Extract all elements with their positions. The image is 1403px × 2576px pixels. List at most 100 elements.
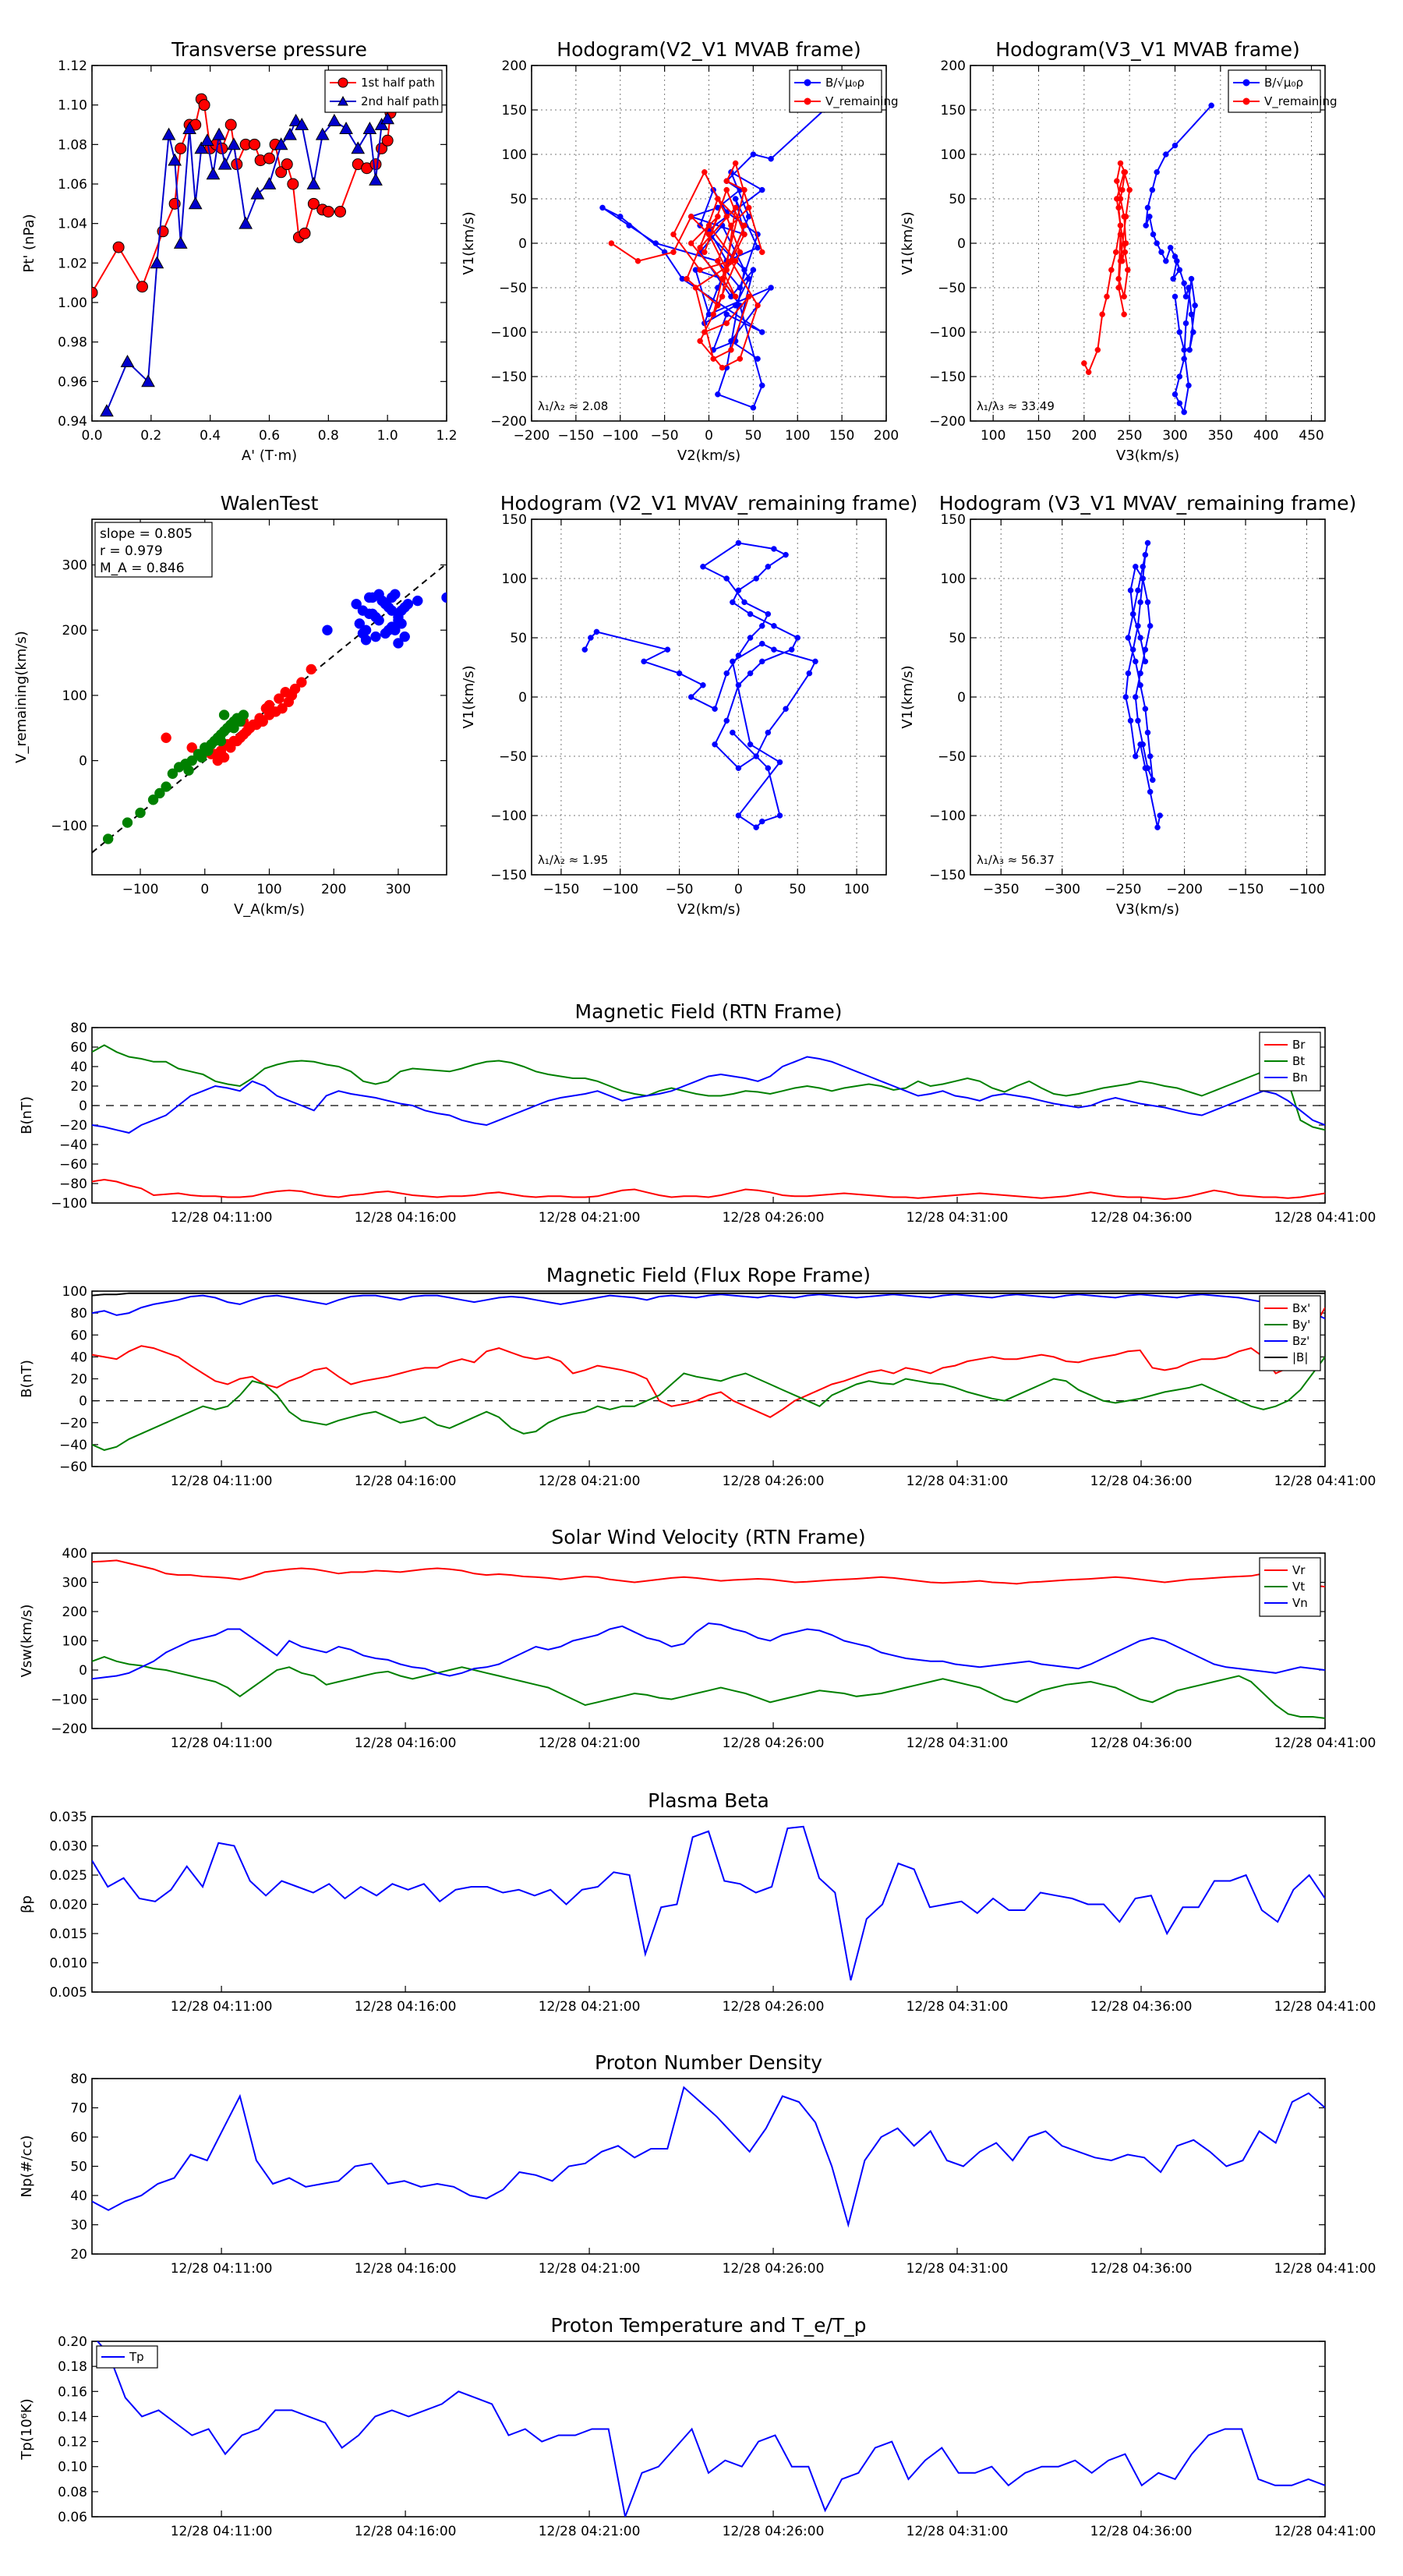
legend-label: Vt (1292, 1580, 1305, 1594)
data-point (212, 127, 226, 140)
data-point (315, 127, 330, 140)
plot-area (92, 2086, 1325, 2228)
data-point (1125, 267, 1131, 273)
y-tick-label: −40 (59, 1138, 87, 1153)
x-tick-label: 1.0 (377, 428, 398, 444)
legend-label: Bx' (1292, 1301, 1310, 1315)
chart-title: Plasma Beta (648, 1789, 769, 1812)
x-tick-label: −150 (543, 882, 580, 897)
data-point (730, 729, 736, 736)
data-point (750, 267, 757, 273)
y-tick-label: 1.10 (58, 98, 87, 114)
annotation-ratio: λ₁/λ₂ ≈ 1.95 (538, 853, 608, 867)
y-tick-label: 50 (70, 2160, 87, 2175)
data-point (280, 686, 291, 698)
y-tick-label: 1.12 (58, 58, 87, 74)
data-point (122, 817, 133, 828)
data-point (168, 153, 182, 166)
data-point (715, 303, 721, 309)
data-point (1140, 575, 1146, 582)
y-tick-label: −150 (929, 370, 966, 385)
plot-area (1081, 102, 1214, 416)
x-tick-label: 1.2 (436, 428, 457, 444)
data-point (759, 640, 765, 647)
legend-label: Bz' (1292, 1334, 1309, 1348)
data-point (745, 293, 752, 300)
data-point (1122, 249, 1129, 256)
data-point (327, 113, 341, 126)
x-tick-label: 450 (1299, 428, 1323, 444)
y-tick-label: −20 (59, 1118, 87, 1134)
data-point (1154, 824, 1161, 830)
y-tick-label: 60 (70, 2130, 87, 2146)
legend-box (1228, 69, 1321, 113)
y-tick-label: 50 (510, 631, 527, 646)
plot-area (92, 563, 447, 854)
data-point (1129, 610, 1136, 617)
data-point (263, 152, 275, 165)
y-tick-label: 100 (62, 1284, 87, 1300)
mag_rtn-panel: Magnetic Field (RTN Frame) −100 −80 −60 −40 −… (19, 1000, 1376, 1226)
x-tick-label: 12/28 04:26:00 (723, 1474, 825, 1489)
y-tick-label: 80 (70, 1021, 87, 1036)
y-tick-label: 150 (941, 512, 966, 528)
data-point (307, 197, 320, 210)
y-tick-label: 150 (941, 103, 966, 119)
data-point (723, 717, 730, 724)
data-point (161, 127, 176, 140)
data-point (759, 382, 765, 389)
data-point (203, 745, 214, 756)
legend-marker (804, 79, 811, 87)
x-tick-label: 12/28 04:31:00 (906, 1999, 1009, 2015)
plot-area (92, 1044, 1325, 1201)
data-point (750, 405, 757, 411)
data-point (735, 540, 742, 547)
stat-box (94, 522, 213, 578)
y-tick-label: 1.00 (58, 295, 87, 311)
x-tick-label: −100 (602, 882, 638, 897)
data-point (154, 787, 165, 799)
y-tick-label: 300 (62, 558, 87, 574)
y-axis-label: V1(km/s) (461, 665, 477, 728)
data-point (741, 267, 747, 273)
x-tick-label: 0 (734, 882, 743, 897)
x-tick-label: 200 (874, 428, 899, 444)
data-point (1115, 285, 1122, 291)
plot-area (92, 1559, 1325, 1719)
data-point (771, 646, 777, 653)
data-point (634, 258, 641, 264)
data-point (274, 693, 284, 704)
stat-line: slope = 0.805 (100, 526, 193, 542)
data-point (765, 729, 772, 736)
data-point (684, 275, 690, 282)
data-point (747, 610, 754, 617)
data-point (735, 682, 742, 688)
x-tick-label: 350 (1208, 428, 1233, 444)
data-point (1182, 293, 1189, 300)
data-point (150, 256, 164, 269)
y-tick-label: −100 (929, 325, 966, 341)
data-point (765, 610, 772, 617)
x-tick-label: 12/28 04:21:00 (539, 1736, 641, 1751)
data-point (161, 732, 171, 744)
data-point (741, 599, 747, 606)
data-point (1133, 564, 1139, 570)
data-point (712, 706, 718, 712)
data-point (599, 204, 606, 211)
data-point (652, 240, 659, 246)
data-point (1085, 369, 1092, 376)
x-tick-label: 12/28 04:21:00 (539, 1999, 641, 2015)
data-point (750, 151, 757, 157)
data-point (1147, 788, 1154, 795)
y-tick-label: 0.20 (58, 2334, 87, 2350)
x-tick-label: 12/28 04:36:00 (1090, 1210, 1193, 1226)
y-tick-label: 400 (62, 1546, 87, 1562)
y-axis-label: V1(km/s) (899, 665, 916, 728)
x-tick-label: 0.6 (259, 428, 280, 444)
y-tick-label: 0.035 (49, 1810, 87, 1825)
data-point (765, 765, 772, 771)
data-point (1114, 196, 1120, 202)
data-point (1174, 258, 1180, 264)
x-tick-label: 12/28 04:26:00 (723, 2524, 825, 2539)
